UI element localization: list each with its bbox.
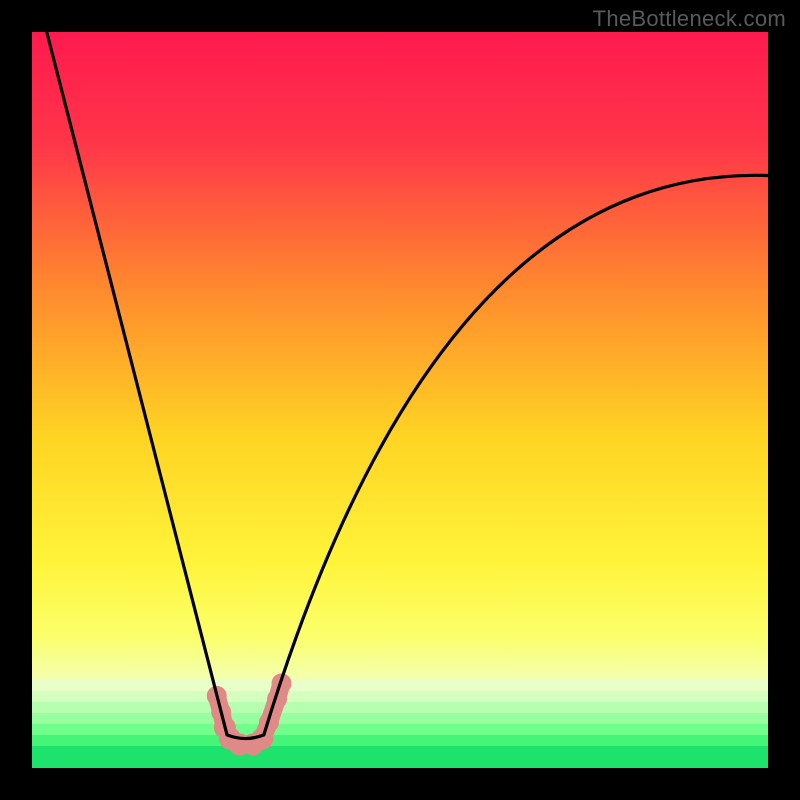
- bottleneck-curve-plot: [32, 32, 768, 768]
- watermark-text: TheBottleneck.com: [593, 6, 786, 32]
- bottleneck-curve: [47, 32, 768, 739]
